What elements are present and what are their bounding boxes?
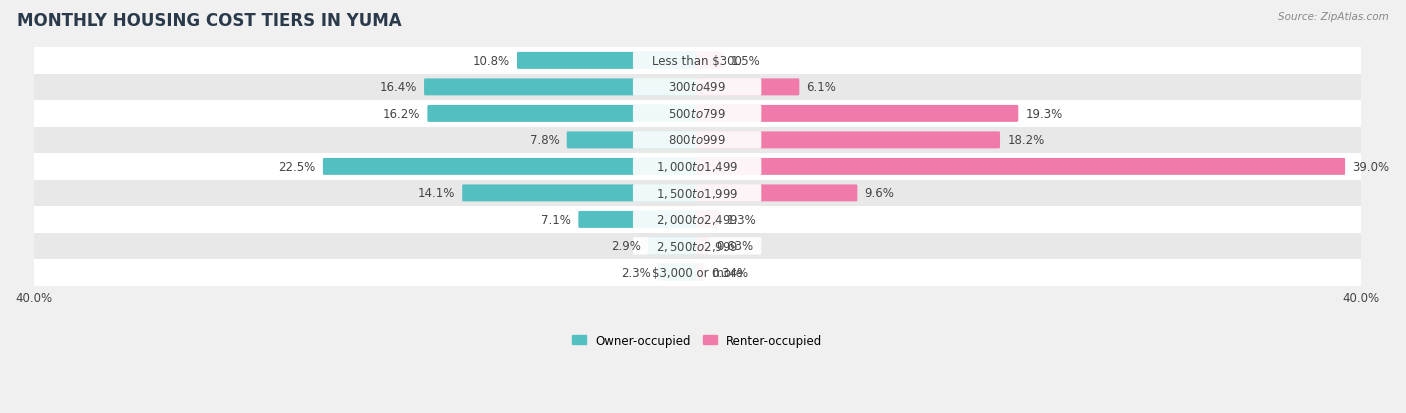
FancyBboxPatch shape	[463, 185, 699, 202]
Text: 19.3%: 19.3%	[1025, 108, 1063, 121]
Text: 0.34%: 0.34%	[711, 266, 748, 279]
Bar	[34, 259, 1361, 286]
Text: 39.0%: 39.0%	[1353, 161, 1389, 173]
Text: $500 to $799: $500 to $799	[668, 108, 725, 121]
FancyBboxPatch shape	[633, 264, 761, 282]
Text: Less than $300: Less than $300	[652, 55, 742, 68]
FancyBboxPatch shape	[633, 211, 761, 228]
FancyBboxPatch shape	[696, 264, 704, 281]
Text: 7.8%: 7.8%	[530, 134, 560, 147]
FancyBboxPatch shape	[658, 264, 699, 281]
FancyBboxPatch shape	[633, 185, 761, 202]
Text: 2.9%: 2.9%	[610, 240, 641, 253]
FancyBboxPatch shape	[633, 52, 761, 70]
Text: $1,000 to $1,499: $1,000 to $1,499	[655, 160, 738, 174]
Text: 9.6%: 9.6%	[865, 187, 894, 200]
Text: 7.1%: 7.1%	[541, 214, 571, 226]
Text: $1,500 to $1,999: $1,500 to $1,999	[655, 186, 738, 200]
Text: 6.1%: 6.1%	[807, 81, 837, 94]
FancyBboxPatch shape	[696, 53, 723, 70]
FancyBboxPatch shape	[323, 159, 699, 176]
FancyBboxPatch shape	[633, 158, 761, 176]
Legend: Owner-occupied, Renter-occupied: Owner-occupied, Renter-occupied	[572, 334, 823, 347]
Bar	[34, 48, 1361, 74]
Text: $2,000 to $2,499: $2,000 to $2,499	[655, 213, 738, 227]
Text: 1.5%: 1.5%	[730, 55, 761, 68]
Bar	[34, 74, 1361, 101]
Bar	[34, 206, 1361, 233]
FancyBboxPatch shape	[696, 185, 858, 202]
Bar	[34, 233, 1361, 259]
FancyBboxPatch shape	[633, 237, 761, 255]
FancyBboxPatch shape	[578, 211, 699, 228]
FancyBboxPatch shape	[427, 106, 699, 123]
Text: 1.3%: 1.3%	[727, 214, 756, 226]
Text: 0.63%: 0.63%	[716, 240, 754, 253]
Bar	[34, 180, 1361, 206]
Text: MONTHLY HOUSING COST TIERS IN YUMA: MONTHLY HOUSING COST TIERS IN YUMA	[17, 12, 402, 30]
Text: 22.5%: 22.5%	[278, 161, 315, 173]
FancyBboxPatch shape	[648, 238, 699, 255]
FancyBboxPatch shape	[567, 132, 699, 149]
Bar	[34, 127, 1361, 154]
Text: $3,000 or more: $3,000 or more	[651, 266, 742, 279]
FancyBboxPatch shape	[696, 79, 800, 96]
Text: $300 to $499: $300 to $499	[668, 81, 725, 94]
Text: 2.3%: 2.3%	[621, 266, 651, 279]
Text: Source: ZipAtlas.com: Source: ZipAtlas.com	[1278, 12, 1389, 22]
Text: 10.8%: 10.8%	[472, 55, 509, 68]
FancyBboxPatch shape	[696, 106, 1018, 123]
Text: 16.4%: 16.4%	[380, 81, 416, 94]
FancyBboxPatch shape	[517, 53, 699, 70]
Text: 14.1%: 14.1%	[418, 187, 456, 200]
Text: 16.2%: 16.2%	[382, 108, 420, 121]
FancyBboxPatch shape	[633, 132, 761, 149]
Text: $800 to $999: $800 to $999	[668, 134, 725, 147]
FancyBboxPatch shape	[696, 159, 1346, 176]
FancyBboxPatch shape	[633, 105, 761, 123]
Bar	[34, 154, 1361, 180]
Text: $2,500 to $2,999: $2,500 to $2,999	[655, 239, 738, 253]
Text: 18.2%: 18.2%	[1007, 134, 1045, 147]
FancyBboxPatch shape	[696, 211, 720, 228]
FancyBboxPatch shape	[425, 79, 699, 96]
Bar	[34, 101, 1361, 127]
FancyBboxPatch shape	[696, 132, 1000, 149]
FancyBboxPatch shape	[633, 79, 761, 96]
FancyBboxPatch shape	[696, 238, 709, 255]
